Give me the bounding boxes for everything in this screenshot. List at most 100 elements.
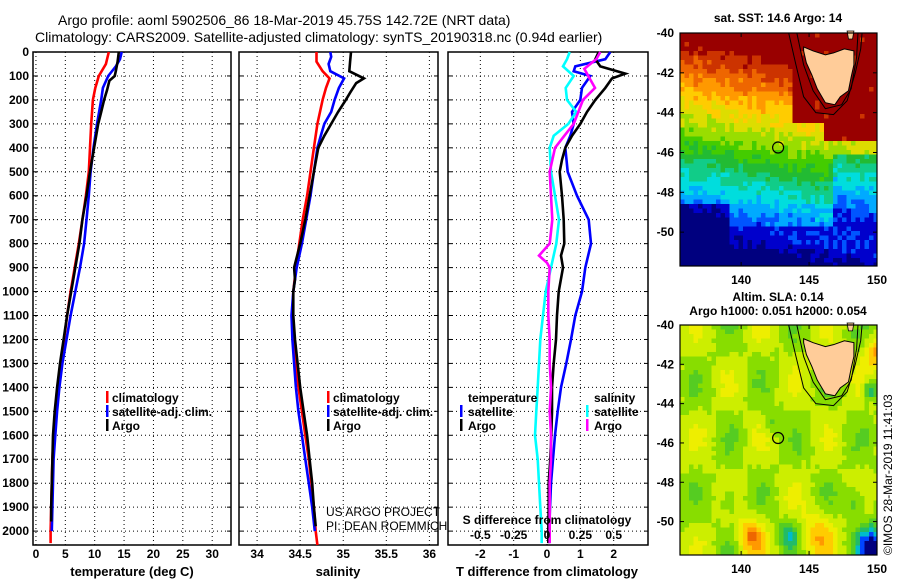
map-cell [833,253,838,259]
map-cell [783,550,789,555]
map-cell [824,42,829,47]
map-cell [698,213,703,218]
map-cell [864,478,870,483]
map-cell [711,329,717,335]
map-cell [761,433,766,438]
map-cell [869,460,874,465]
map-cell [711,208,717,214]
map-cell [851,383,856,389]
map-cell [792,325,798,330]
map-cell [702,379,708,384]
map-cell [824,428,829,434]
map-cell [819,186,825,191]
map-cell [747,109,753,115]
map-cell [738,379,744,384]
map-cell [738,509,744,515]
map-cell [792,424,798,429]
map-cell [842,253,847,259]
map-cell [684,109,690,115]
map-cell [756,352,762,357]
map-cell [729,199,735,205]
map-cell [788,541,793,546]
map-cell [747,123,753,128]
map-cell [765,410,771,416]
map-cell [828,419,834,425]
map-cell [783,51,789,56]
map-cell [855,469,861,474]
map-cell [702,415,708,420]
map-cell [837,222,843,227]
map-cell [702,199,708,205]
map-cell [707,505,712,510]
map-cell [761,410,766,416]
map-cell [819,451,825,456]
map-cell [720,262,726,267]
map-cell [855,231,861,236]
map-cell [801,334,807,339]
map-cell [729,150,735,155]
map-cell [765,262,771,267]
map-cell [828,532,834,537]
map-cell [734,370,739,375]
map-cell [684,388,690,393]
map-cell [788,406,793,411]
map-cell [684,325,690,330]
map-cell [747,509,753,515]
map-cell [747,455,753,461]
map-cell [752,514,757,519]
map-cell [752,536,757,542]
map-cell [738,37,744,43]
map-cell [765,487,771,492]
map-cell [693,244,699,250]
map-cell [684,361,690,366]
map-cell [801,222,807,227]
map-cell [833,154,838,160]
map-cell [680,370,685,375]
map-cell [756,491,762,497]
salinity-series [290,51,367,546]
map-cell [702,123,708,128]
map-cell [761,109,766,115]
map-cell [707,338,712,344]
map-cell [837,433,843,438]
map-cell [815,406,820,411]
map-cell [693,383,699,389]
map-cell [689,446,694,452]
map-cell [729,532,735,537]
map-cell [756,374,762,380]
map-cell [734,181,739,187]
map-cell [680,231,685,236]
map-cell [810,105,816,110]
map-cell [837,136,843,142]
map-cell [716,253,721,259]
map-cell [869,217,874,223]
map-cell [824,536,829,542]
map-cell [711,379,717,384]
map-cell [729,401,735,407]
map-cell [725,541,730,546]
map-cell [756,244,762,250]
map-cell [689,329,694,335]
map-cell [720,523,726,528]
map-cell [702,118,708,124]
map-cell [720,352,726,357]
map-cell [869,123,874,128]
map-cell [743,410,748,416]
argo-float-marker [771,431,785,445]
map-cell [851,141,856,146]
map-cell [788,226,793,232]
map-cell [698,491,703,497]
map-cell [833,527,838,533]
map-cell [860,46,865,52]
map-cell [783,338,789,344]
map-cell [797,455,802,461]
map-cell [819,541,825,546]
map-cell [792,199,798,205]
map-cell [738,442,744,447]
map-cell [788,163,793,169]
map-cell [756,60,762,65]
map-cell [743,159,748,164]
map-cell [702,78,708,83]
map-cell [774,347,780,353]
